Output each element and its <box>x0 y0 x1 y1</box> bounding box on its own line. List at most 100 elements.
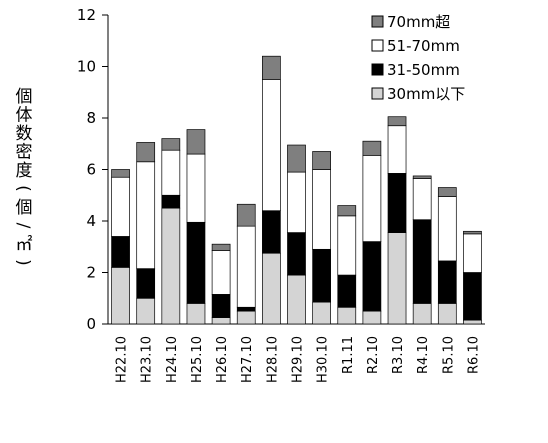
bar-segment <box>412 303 432 325</box>
bars <box>111 55 482 325</box>
bar-segment <box>111 176 130 237</box>
bar-segment <box>211 250 231 295</box>
y-axis-label-char: 密 <box>16 143 33 163</box>
bar-segment <box>211 294 231 318</box>
bar-segment <box>337 274 357 308</box>
y-tick-label: 6 <box>86 161 96 179</box>
x-tick-label: R1.11 <box>341 336 356 374</box>
legend-swatch <box>371 63 384 76</box>
axes: 0 2 4 6 8 10 12 <box>77 6 485 333</box>
bar-segment <box>387 173 407 233</box>
bar-segment <box>362 154 382 242</box>
bar-segment <box>186 303 206 325</box>
x-tick-label: H25.10 <box>190 336 205 383</box>
y-axis-label-char: 個 <box>16 198 33 218</box>
legend-label: 31-50mm <box>387 61 460 79</box>
bar-segment <box>437 303 457 325</box>
bar-segment <box>111 169 130 178</box>
bar-segment <box>161 207 181 325</box>
bar-segment <box>312 248 331 303</box>
y-axis-label-char: 度 <box>16 161 33 181</box>
bar-segment <box>437 196 457 262</box>
legend-label: 51-70mm <box>387 37 460 55</box>
bar-segment <box>362 140 382 156</box>
bar-segment <box>337 205 357 217</box>
bar-segment <box>437 187 457 197</box>
bar-segment <box>387 125 407 174</box>
y-tick-label: 8 <box>86 109 96 127</box>
bar-segment <box>337 306 357 325</box>
bar-segment <box>312 301 331 325</box>
bar-segment <box>412 175 432 179</box>
bar-segment <box>463 319 482 325</box>
bar-segment <box>287 171 306 233</box>
bar-segment <box>362 310 382 325</box>
legend-swatch <box>371 15 384 28</box>
x-tick-label: R5.10 <box>441 336 456 374</box>
y-axis-label-char: ( <box>13 185 33 192</box>
y-tick-label: 4 <box>86 212 96 230</box>
x-tick-label: H22.10 <box>115 336 130 383</box>
legend: 70mm超 51-70mm 31-50mm 30mm以下 <box>371 13 465 103</box>
y-axis-label-char: 体 <box>16 106 33 126</box>
bar-segment <box>236 203 256 227</box>
bar-segment <box>437 260 457 304</box>
x-tick-label: R6.10 <box>466 336 481 374</box>
bar-segment <box>463 233 482 273</box>
bar-segment <box>136 161 156 269</box>
bar-segment <box>412 219 432 304</box>
x-tick-label: H30.10 <box>316 336 331 383</box>
x-tick-label: H28.10 <box>265 336 280 383</box>
bar-segment <box>186 153 206 223</box>
legend-label: 70mm超 <box>387 13 450 31</box>
bar-segment <box>111 236 130 268</box>
bar-segment <box>262 79 281 212</box>
y-axis-label-char: ) <box>13 259 33 266</box>
y-axis-label-char: / <box>13 223 33 229</box>
bar-segment <box>161 149 181 196</box>
bar-segment <box>287 144 306 173</box>
bar-segment <box>262 55 281 80</box>
bar-segment <box>412 178 432 221</box>
bar-segment <box>236 306 256 312</box>
bar-segment <box>387 232 407 325</box>
bar-segment <box>136 268 156 299</box>
y-tick-label: 10 <box>77 58 96 76</box>
bar-segment <box>236 225 256 308</box>
bar-segment <box>186 221 206 304</box>
x-tick-label: H24.10 <box>165 336 180 383</box>
x-tick-label: H29.10 <box>291 336 306 383</box>
bar-segment <box>161 194 181 209</box>
bar-segment <box>337 215 357 276</box>
x-tick-label: R3.10 <box>391 336 406 374</box>
bar-segment <box>136 297 156 325</box>
x-tick-label: H27.10 <box>240 336 255 383</box>
bar-segment <box>312 151 331 170</box>
legend-label: 30mm以下 <box>387 85 465 103</box>
bar-segment <box>262 210 281 254</box>
y-tick-label: 12 <box>77 6 96 24</box>
bar-segment <box>136 142 156 163</box>
y-axis-label-char: 個 <box>16 87 33 107</box>
bar-segment <box>312 169 331 250</box>
bar-segment <box>287 232 306 276</box>
bar-segment <box>236 310 256 325</box>
y-axis-label-char: 数 <box>16 124 33 144</box>
bar-segment <box>186 129 206 155</box>
y-tick-label: 0 <box>86 315 96 333</box>
x-tick-label: R4.10 <box>416 336 431 374</box>
bar-segment <box>262 252 281 325</box>
x-tick-labels: H22.10 H23.10 H24.10 H25.10 H26.10 H27.10 H28.… <box>115 336 482 383</box>
x-tick-label: H26.10 <box>215 336 230 383</box>
bar-segment <box>111 267 130 325</box>
bar-segment <box>211 243 231 251</box>
bar-segment <box>362 241 382 312</box>
bar-segment <box>463 272 482 321</box>
bar-segment <box>287 274 306 325</box>
x-tick-label: R2.10 <box>366 336 381 374</box>
legend-swatch <box>371 39 384 52</box>
bar-segment <box>387 116 407 127</box>
x-tick-label: H23.10 <box>140 336 155 383</box>
